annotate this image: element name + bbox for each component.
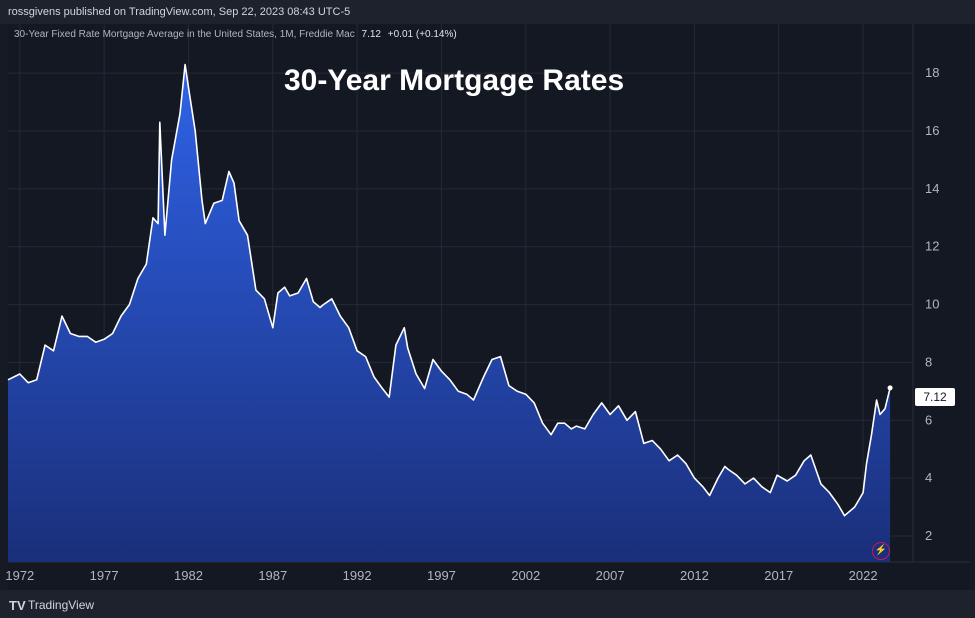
y-tick-label: 12	[925, 239, 939, 254]
y-tick-label: 18	[925, 65, 939, 80]
y-tick-label: 14	[925, 181, 939, 196]
bottom-bar: TV TradingView	[0, 590, 975, 618]
x-tick-label: 1992	[343, 568, 372, 583]
x-tick-label: 1987	[258, 568, 287, 583]
x-tick-label: 1997	[427, 568, 456, 583]
legend-change: +0.01 (+0.14%)	[387, 29, 457, 40]
last-price-label: 7.12	[915, 388, 955, 406]
legend-last-value: 7.12	[361, 29, 381, 40]
y-tick-label: 2	[925, 528, 932, 543]
x-tick-label: 2012	[680, 568, 709, 583]
x-tick-label: 2002	[511, 568, 540, 583]
published-text: rossgivens published on TradingView.com,…	[8, 6, 351, 18]
x-tick-label: 2017	[764, 568, 793, 583]
x-tick-label: 1972	[5, 568, 34, 583]
y-tick-label: 6	[925, 412, 932, 427]
y-tick-label: 4	[925, 470, 932, 485]
last-point-marker	[887, 385, 893, 391]
chart-title: 30-Year Mortgage Rates	[284, 64, 625, 97]
symbol-legend[interactable]: 30-Year Fixed Rate Mortgage Average in t…	[14, 29, 457, 40]
top-bar: rossgivens published on TradingView.com,…	[0, 0, 975, 24]
x-tick-label: 2022	[849, 568, 878, 583]
y-tick-label: 16	[925, 123, 939, 138]
symbol-description: 30-Year Fixed Rate Mortgage Average in t…	[14, 29, 355, 40]
lightning-bolt-icon[interactable]: ⚡	[872, 542, 890, 560]
x-tick-label: 1982	[174, 568, 203, 583]
x-tick-label: 1977	[90, 568, 119, 583]
x-tick-label: 2007	[596, 568, 625, 583]
tradingview-logo-icon: TV	[9, 598, 26, 613]
y-tick-label: 10	[925, 297, 939, 312]
series-line	[7, 63, 891, 517]
tradingview-brand-text: TradingView	[28, 598, 95, 612]
series-area-fill	[8, 64, 891, 562]
y-tick-label: 8	[925, 354, 932, 369]
